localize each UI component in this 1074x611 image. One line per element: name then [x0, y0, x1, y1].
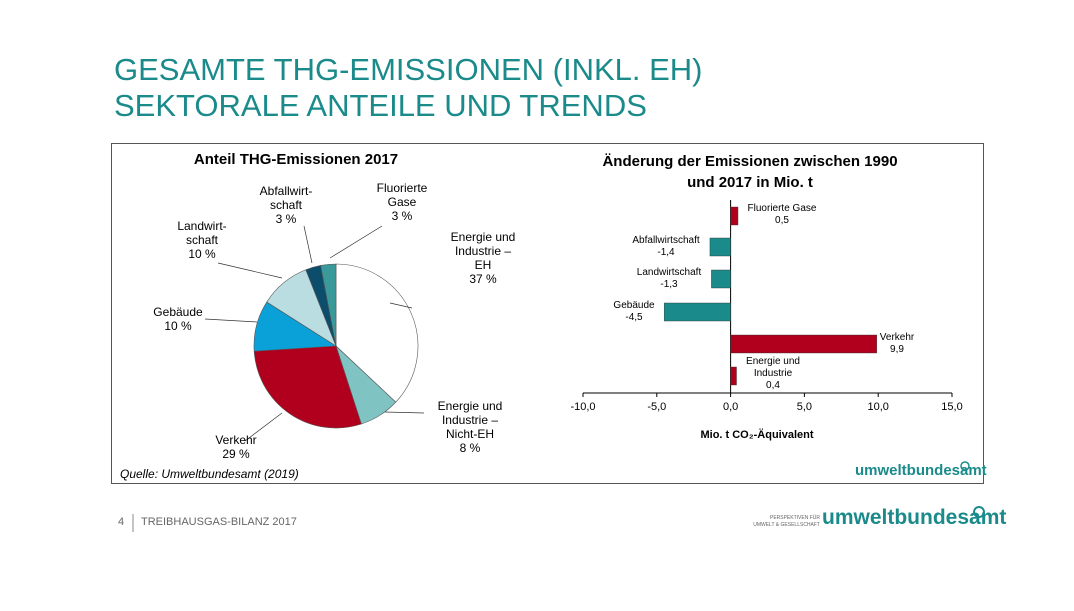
slice-label: Energie und Industrie – EH 37 % — [451, 230, 516, 286]
value-label: 3 % — [275, 212, 297, 226]
x-tick-label: 10,0 — [867, 401, 889, 413]
bar-label: Abfallwirtschaft -1,4 — [632, 235, 699, 259]
source: Quelle: Umweltbundesamt (2019) — [120, 467, 299, 481]
category-label: Landwirt- schaft — [177, 219, 227, 247]
bar — [711, 269, 731, 289]
value-label: 9,9 — [890, 344, 904, 355]
pie-slice — [320, 263, 337, 347]
bar-label: Landwirtschaft -1,3 — [637, 267, 701, 291]
footer-logo: umweltbundesamt — [822, 506, 1007, 529]
value-label: 10 % — [188, 247, 216, 261]
leader-line — [204, 318, 258, 323]
leader-line — [217, 262, 283, 279]
category-label: Landwirtschaft — [636, 267, 702, 278]
value-label: -4,5 — [625, 312, 643, 323]
bar-label: Energie und Industrie 0,4 — [746, 356, 800, 392]
value-label: 0,5 — [775, 215, 789, 226]
slice-label: Gebäude 10 % — [153, 305, 202, 333]
value-label: 3 % — [391, 209, 413, 223]
chart-title: Anteil THG-Emissionen 2017 — [193, 151, 399, 168]
value-label: 8 % — [459, 441, 481, 455]
bar — [730, 366, 737, 386]
value-label: -1,4 — [657, 247, 675, 258]
box-logo: umweltbundesamt — [855, 462, 987, 479]
value-label: 10 % — [164, 319, 192, 333]
bar — [663, 302, 731, 322]
logo-icon — [960, 461, 970, 471]
bar — [709, 237, 731, 257]
bar-label: Gebäude -4,5 — [613, 300, 654, 324]
category-label: Verkehr — [215, 433, 257, 447]
slice-label: Landwirt- schaft 10 % — [177, 219, 226, 261]
chart-title: Änderung der Emissionen zwischen 1990 un… — [602, 153, 898, 191]
value-label: 37 % — [469, 272, 497, 286]
leader-line — [303, 225, 313, 264]
slice-label: Verkehr 29 % — [215, 433, 256, 461]
category-label: Gebäude — [613, 300, 655, 311]
logo-icon — [973, 506, 985, 518]
category-label: Energie und Industrie – Nicht-EH — [437, 399, 503, 441]
chart-frame — [111, 143, 984, 484]
category-label: Verkehr — [879, 332, 915, 343]
slide-title: GESAMTE THG-EMISSIONEN (INKL. EH) — [114, 52, 703, 87]
slice-label: Abfallwirt- schaft 3 % — [260, 184, 313, 226]
x-axis-label: Mio. t CO₂-Äquivalent — [700, 429, 814, 441]
x-tick-label: 15,0 — [941, 401, 963, 413]
logo-tagline: PERSPEKTIVEN FÜR UMWELT & GESELLSCHAFT — [753, 515, 820, 528]
slice-label: Energie und Industrie – Nicht-EH 8 % — [438, 399, 503, 455]
leader-line — [389, 302, 413, 309]
x-tick-label: -10,0 — [570, 401, 596, 413]
bar-label: Verkehr 9,9 — [880, 332, 914, 356]
category-label: Fluorierte Gase — [376, 181, 428, 209]
page-number: 4 — [118, 516, 125, 528]
category-label: Energie und Industrie — [746, 356, 800, 379]
slice-label: Fluorierte Gase 3 % — [377, 181, 428, 223]
bar-label: Fluorierte Gase 0,5 — [748, 203, 817, 227]
value-label: 0,4 — [766, 380, 780, 391]
leader-line — [244, 412, 283, 442]
category-label: Energie und Industrie – EH — [450, 230, 516, 272]
leader-line — [329, 225, 383, 259]
bar — [730, 334, 877, 354]
category-label: Gebäude — [153, 305, 203, 319]
leader-line — [384, 411, 425, 414]
pie-slice — [253, 345, 362, 429]
x-tick-label: 0,0 — [722, 401, 739, 413]
footer-text: TREIBHAUSGAS-BILANZ 2017 — [141, 516, 297, 528]
value-label: 29 % — [222, 447, 250, 461]
pie-slice — [335, 263, 419, 403]
x-tick-label: 5,0 — [796, 401, 813, 413]
value-label: -1,3 — [660, 279, 678, 290]
category-label: Abfallwirtschaft — [632, 235, 700, 246]
category-label: Fluorierte Gase — [747, 203, 817, 214]
x-tick-label: -5,0 — [647, 401, 667, 413]
category-label: Abfallwirt- schaft — [259, 184, 313, 212]
slide-title: SEKTORALE ANTEILE UND TRENDS — [114, 88, 647, 123]
bar — [730, 206, 739, 226]
